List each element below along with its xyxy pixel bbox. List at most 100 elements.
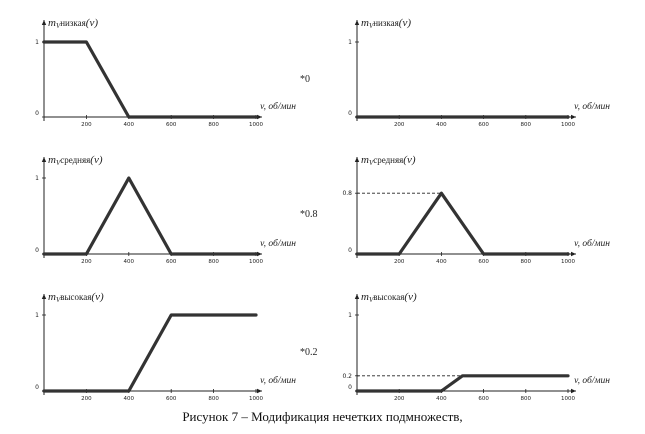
y-axis-arrow — [354, 20, 360, 25]
chart-title: mVсредняя(v) — [48, 154, 103, 167]
title-term: высокая — [373, 292, 404, 302]
x-tick-label: 200 — [81, 122, 92, 128]
title-subscript: V — [369, 22, 374, 30]
title-arg: (v) — [404, 291, 417, 303]
x-tick-label: 800 — [208, 259, 219, 265]
y-tick-label: 1 — [35, 39, 39, 46]
x-tick-label: 200 — [394, 259, 405, 265]
x-tick-label: 400 — [436, 396, 447, 402]
title-m: m — [361, 291, 369, 303]
title-m: m — [48, 291, 56, 303]
title-term: средняя — [373, 155, 403, 165]
x-axis-arrow — [257, 251, 262, 257]
x-axis-arrow — [571, 388, 576, 394]
y-axis-arrow — [41, 157, 47, 162]
x-tick-label: 400 — [436, 259, 447, 265]
y-axis-arrow — [41, 20, 47, 25]
scale-factor-label: *0 — [300, 74, 310, 85]
x-axis-label: v, об/мин — [260, 375, 296, 386]
y-tick-label: 0 — [35, 384, 39, 391]
figure-caption: Рисунок 7 – Модификация нечетких подмнож… — [182, 409, 463, 424]
x-tick-label: 600 — [478, 122, 489, 128]
title-m: m — [361, 17, 369, 29]
x-tick-label: 800 — [521, 259, 532, 265]
x-tick-label: 600 — [478, 396, 489, 402]
x-tick-label: 1000 — [249, 122, 263, 128]
x-tick-label: 400 — [124, 396, 135, 402]
title-subscript: V — [56, 296, 61, 304]
chart-panel-3: 200 400 600 800 1000 0 1 mVсредняя(v) v, об/мин — [35, 154, 296, 265]
title-m: m — [361, 154, 369, 166]
title-subscript: V — [56, 22, 61, 30]
chart-panel-4: 200 400 600 800 1000 0 0.8 mVсредняя(v) v, об/ми… — [342, 154, 610, 265]
chart-title: mVнизкая(v) — [361, 17, 411, 30]
x-tick-label: 800 — [208, 396, 219, 402]
membership-series-line — [42, 40, 258, 119]
title-arg: (v) — [399, 17, 412, 29]
x-tick-label: 200 — [394, 122, 405, 128]
title-m: m — [48, 17, 56, 29]
x-tick-label: 200 — [394, 396, 405, 402]
title-term: средняя — [60, 155, 90, 165]
chart-title: mVвысокая(v) — [48, 291, 104, 304]
x-tick-label: 800 — [208, 122, 219, 128]
title-arg: (v) — [86, 17, 99, 29]
membership-series-line — [355, 374, 570, 393]
y-tick-label: 0 — [35, 110, 39, 117]
chart-panel-6: 200 400 600 800 1000 0 0.2 1 mVвысокая(v) v, об/м… — [342, 291, 610, 402]
chart-panel-5: 200 400 600 800 1000 0 1 mVвысокая(v) v, об/мин — [35, 291, 296, 402]
y-tick-label: 0 — [348, 110, 352, 117]
x-tick-label: 400 — [436, 122, 447, 128]
x-axis-arrow — [571, 114, 576, 120]
x-tick-label: 1000 — [249, 259, 263, 265]
x-tick-label: 1000 — [561, 259, 575, 265]
membership-series-line — [355, 191, 570, 256]
chart-title: mVсредняя(v) — [361, 154, 416, 167]
x-axis-label: v, об/мин — [260, 238, 296, 249]
y-tick-label: 1 — [348, 312, 352, 319]
chart-panel-2: 200 400 600 800 1000 0 1 mVнизкая(v) v, об/мин — [348, 17, 610, 128]
y-tick-label: 0.8 — [342, 190, 352, 197]
x-axis-arrow — [257, 114, 262, 120]
title-arg: (v) — [91, 291, 104, 303]
chart-title: mVвысокая(v) — [361, 291, 417, 304]
x-tick-label: 400 — [124, 122, 135, 128]
x-tick-label: 200 — [81, 396, 92, 402]
y-axis-arrow — [41, 294, 47, 299]
title-subscript: V — [369, 159, 374, 167]
membership-series-line — [42, 176, 258, 256]
title-m: m — [48, 154, 56, 166]
x-tick-label: 1000 — [561, 396, 575, 402]
x-tick-label: 200 — [81, 259, 92, 265]
title-term: низкая — [60, 18, 86, 28]
y-tick-label: 0.2 — [342, 373, 352, 380]
y-tick-label: 0 — [35, 247, 39, 254]
scale-factor-label: *0.8 — [300, 209, 318, 220]
y-tick-label: 1 — [35, 312, 39, 319]
x-axis-label: v, об/мин — [574, 375, 610, 386]
y-axis-arrow — [354, 157, 360, 162]
chart-title: mVнизкая(v) — [48, 17, 98, 30]
y-tick-label: 0 — [348, 384, 352, 391]
x-tick-label: 1000 — [249, 396, 263, 402]
title-arg: (v) — [403, 154, 416, 166]
x-tick-label: 800 — [521, 122, 532, 128]
x-tick-label: 600 — [166, 122, 177, 128]
x-axis-label: v, об/мин — [574, 101, 610, 112]
scale-factor-label: *0.2 — [300, 347, 318, 358]
membership-series-line — [42, 313, 258, 393]
title-subscript: V — [56, 159, 61, 167]
x-tick-label: 600 — [166, 396, 177, 402]
x-tick-label: 800 — [521, 396, 532, 402]
x-tick-label: 1000 — [561, 122, 575, 128]
title-term: высокая — [60, 292, 91, 302]
y-tick-label: 0 — [348, 247, 352, 254]
x-tick-label: 600 — [478, 259, 489, 265]
chart-panel-1: 200 400 600 800 1000 0 1 mVнизкая(v) v, об/мин — [35, 17, 296, 128]
title-arg: (v) — [90, 154, 103, 166]
y-tick-label: 1 — [348, 39, 352, 46]
title-subscript: V — [369, 296, 374, 304]
x-axis-arrow — [571, 251, 576, 257]
y-axis-arrow — [354, 294, 360, 299]
